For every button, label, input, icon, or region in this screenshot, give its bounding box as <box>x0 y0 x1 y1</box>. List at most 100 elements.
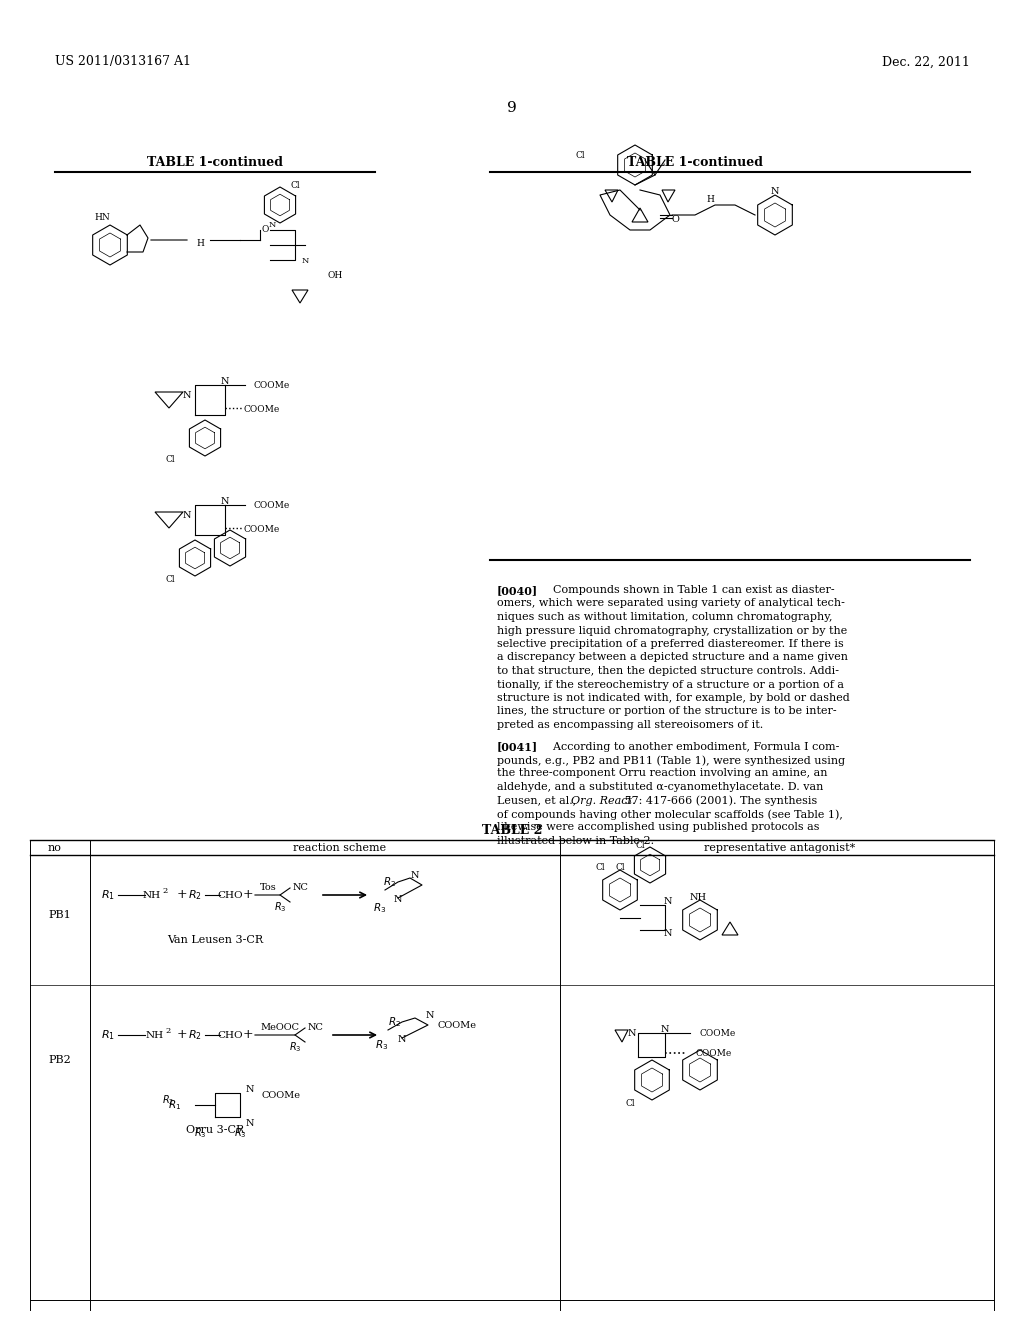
Text: aldehyde, and a substituted α-cyanomethylacetate. D. van: aldehyde, and a substituted α-cyanomethy… <box>497 781 823 792</box>
Text: selective precipitation of a preferred diastereomer. If there is: selective precipitation of a preferred d… <box>497 639 844 649</box>
Text: H: H <box>196 239 204 248</box>
Text: N: N <box>246 1118 254 1127</box>
Text: to that structure, then the depicted structure controls. Addi-: to that structure, then the depicted str… <box>497 667 839 676</box>
Text: MeOOC: MeOOC <box>260 1023 299 1032</box>
Text: reaction scheme: reaction scheme <box>294 843 387 853</box>
Text: $R_2$: $R_2$ <box>188 1028 202 1041</box>
Text: illustrated below in Table 2.: illustrated below in Table 2. <box>497 836 654 846</box>
Text: Cl: Cl <box>615 863 625 873</box>
Text: CHO: CHO <box>217 1031 243 1040</box>
Text: [0040]: [0040] <box>497 585 539 597</box>
Text: COOMe: COOMe <box>438 1020 477 1030</box>
Text: $R_3$: $R_3$ <box>273 900 287 913</box>
Text: the three-component Orru reaction involving an amine, an: the three-component Orru reaction involv… <box>497 768 827 779</box>
Text: NC: NC <box>308 1023 324 1032</box>
Text: NC: NC <box>293 883 309 892</box>
Text: N: N <box>628 1028 636 1038</box>
Text: HN: HN <box>94 213 110 222</box>
Text: +: + <box>177 1028 187 1041</box>
Text: COOMe: COOMe <box>243 405 280 414</box>
Text: O: O <box>671 215 679 224</box>
Text: Orru 3-CR: Orru 3-CR <box>186 1125 244 1135</box>
Text: representative antagonist*: representative antagonist* <box>705 843 856 853</box>
Text: $R_1$: $R_1$ <box>168 1098 181 1111</box>
Text: tionally, if the stereochemistry of a structure or a portion of a: tionally, if the stereochemistry of a st… <box>497 680 844 689</box>
Text: $R_2$: $R_2$ <box>162 1093 174 1107</box>
Text: lines, the structure or portion of the structure is to be inter-: lines, the structure or portion of the s… <box>497 706 837 717</box>
Text: $R_3$: $R_3$ <box>289 1040 301 1053</box>
Text: of compounds having other molecular scaffolds (see Table 1),: of compounds having other molecular scaf… <box>497 809 843 820</box>
Text: PB2: PB2 <box>48 1055 72 1065</box>
Text: TABLE 1-continued: TABLE 1-continued <box>147 157 283 169</box>
Text: COOMe: COOMe <box>700 1028 736 1038</box>
Text: $R_1$: $R_1$ <box>101 1028 115 1041</box>
Text: Cl: Cl <box>575 150 585 160</box>
Text: N: N <box>660 1026 670 1035</box>
Text: COOMe: COOMe <box>253 500 289 510</box>
Text: omers, which were separated using variety of analytical tech-: omers, which were separated using variet… <box>497 598 845 609</box>
Text: N: N <box>664 898 672 907</box>
Text: N: N <box>411 870 419 879</box>
Text: N: N <box>664 928 672 937</box>
Text: N: N <box>221 378 229 387</box>
Text: Cl: Cl <box>290 181 300 190</box>
Text: O: O <box>261 226 268 235</box>
Text: US 2011/0313167 A1: US 2011/0313167 A1 <box>55 55 191 69</box>
Text: N: N <box>397 1035 407 1044</box>
Text: +: + <box>243 888 253 902</box>
Text: $R_3$: $R_3$ <box>233 1126 246 1140</box>
Text: NH: NH <box>143 891 161 899</box>
Text: N: N <box>182 391 191 400</box>
Text: $R_1$: $R_1$ <box>101 888 115 902</box>
Text: $R_3$: $R_3$ <box>376 1038 389 1052</box>
Text: COOMe: COOMe <box>253 380 289 389</box>
Text: Tos: Tos <box>260 883 276 892</box>
Text: Leusen, et al.,: Leusen, et al., <box>497 796 580 805</box>
Text: a discrepancy between a depicted structure and a name given: a discrepancy between a depicted structu… <box>497 652 848 663</box>
Text: N: N <box>301 257 308 265</box>
Text: NH: NH <box>689 892 707 902</box>
Text: no: no <box>48 843 61 853</box>
Text: $R_3$: $R_3$ <box>374 902 387 915</box>
Text: Van Leusen 3-CR: Van Leusen 3-CR <box>167 935 263 945</box>
Text: PB1: PB1 <box>48 909 72 920</box>
Text: COOMe: COOMe <box>262 1090 301 1100</box>
Text: N: N <box>394 895 402 904</box>
Text: Cl: Cl <box>595 863 605 873</box>
Text: 9: 9 <box>507 102 517 115</box>
Text: N: N <box>221 498 229 507</box>
Text: TABLE 1-continued: TABLE 1-continued <box>627 157 763 169</box>
Text: Dec. 22, 2011: Dec. 22, 2011 <box>882 55 970 69</box>
Text: Org. React.: Org. React. <box>570 796 635 805</box>
Text: N: N <box>182 511 191 520</box>
Text: Cl: Cl <box>165 455 175 465</box>
Text: 2: 2 <box>163 887 168 895</box>
Text: 2: 2 <box>165 1027 171 1035</box>
Text: +: + <box>177 888 187 902</box>
Text: structure is not indicated with, for example, by bold or dashed: structure is not indicated with, for exa… <box>497 693 850 704</box>
Text: pounds, e.g., PB2 and PB11 (Table 1), were synthesized using: pounds, e.g., PB2 and PB11 (Table 1), we… <box>497 755 845 766</box>
Text: According to another embodiment, Formula I com-: According to another embodiment, Formula… <box>539 742 840 751</box>
Text: Cl: Cl <box>635 841 645 850</box>
Text: CHO: CHO <box>217 891 243 899</box>
Text: high pressure liquid chromatography, crystallization or by the: high pressure liquid chromatography, cry… <box>497 626 847 635</box>
Text: OH: OH <box>328 271 343 280</box>
Text: +: + <box>243 1028 253 1041</box>
Text: Compounds shown in Table 1 can exist as diaster-: Compounds shown in Table 1 can exist as … <box>539 585 835 595</box>
Text: COOMe: COOMe <box>695 1048 731 1057</box>
Text: $R_2$: $R_2$ <box>388 1015 401 1028</box>
Text: $R_3$: $R_3$ <box>194 1126 206 1140</box>
Text: COOMe: COOMe <box>243 525 280 535</box>
Text: N: N <box>771 187 779 197</box>
Text: $R_2$: $R_2$ <box>188 888 202 902</box>
Text: Cl: Cl <box>626 1098 635 1107</box>
Text: TABLE 2: TABLE 2 <box>482 824 542 837</box>
Text: N: N <box>246 1085 254 1094</box>
Text: $R_2$: $R_2$ <box>383 875 396 888</box>
Text: 57: 417-666 (2001). The synthesis: 57: 417-666 (2001). The synthesis <box>622 796 817 807</box>
Text: N: N <box>426 1011 434 1019</box>
Text: N: N <box>268 220 275 228</box>
Text: [0041]: [0041] <box>497 742 539 752</box>
Text: NH: NH <box>146 1031 164 1040</box>
Text: Cl: Cl <box>165 576 175 585</box>
